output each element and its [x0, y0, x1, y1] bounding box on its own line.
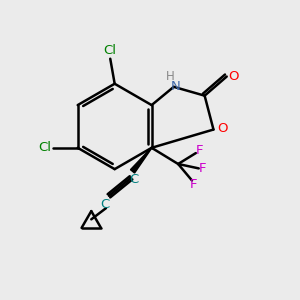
Text: F: F — [190, 178, 197, 190]
Text: O: O — [228, 70, 238, 83]
Text: Cl: Cl — [104, 44, 117, 57]
Text: N: N — [171, 80, 181, 93]
Text: C: C — [129, 173, 139, 186]
Text: O: O — [217, 122, 228, 135]
Text: Cl: Cl — [38, 141, 51, 154]
Text: H: H — [166, 70, 175, 83]
Text: F: F — [199, 162, 206, 175]
Text: F: F — [196, 144, 203, 157]
Polygon shape — [130, 148, 152, 173]
Text: C: C — [100, 198, 110, 211]
